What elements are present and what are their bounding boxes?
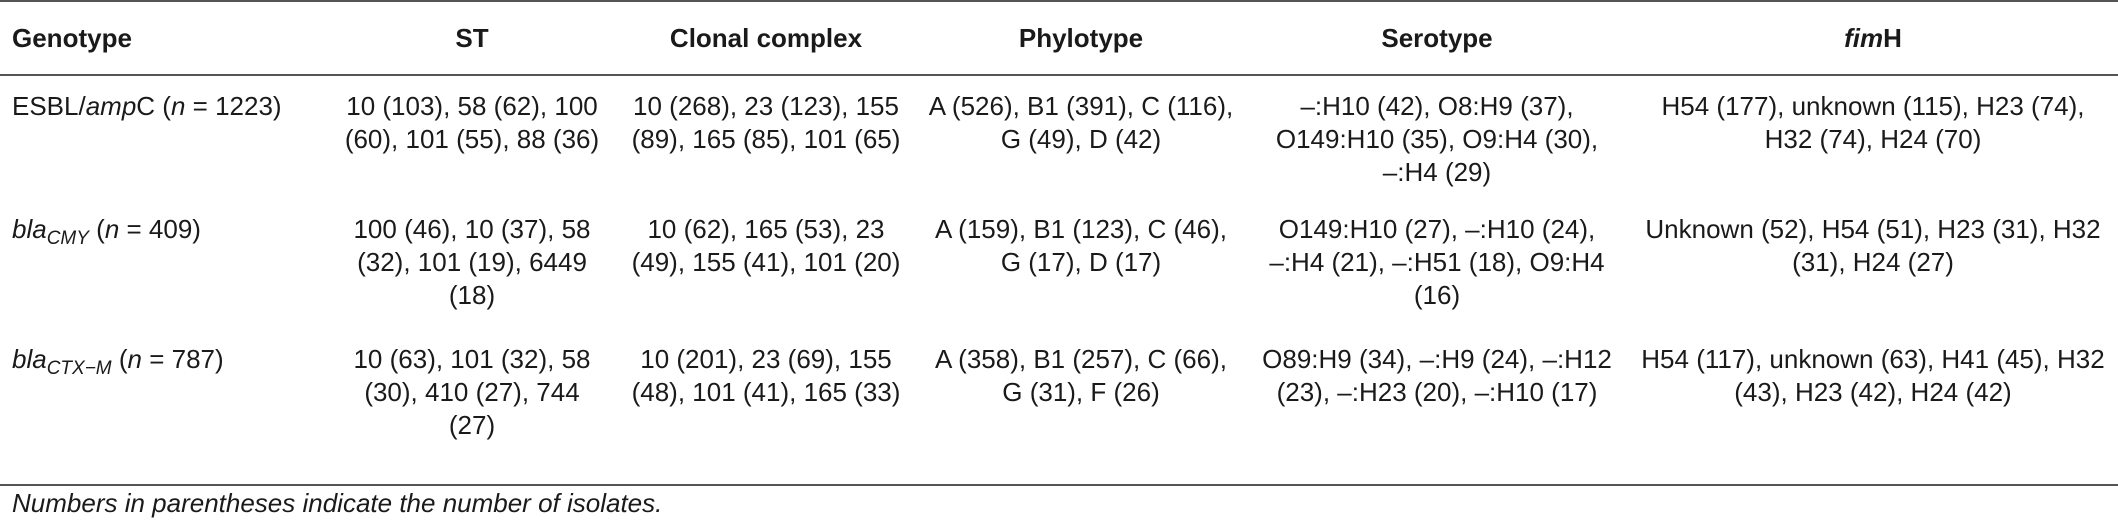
n-label: n: [127, 344, 142, 374]
cell-serotype: O89:H9 (34), –:H9 (24), –:H12 (23), –:H2…: [1246, 329, 1628, 486]
genotype-table: Genotype ST Clonal complex Phylotype Ser…: [0, 0, 2118, 486]
genotype-suffix: (: [88, 214, 105, 244]
table-row: blaCTX−M (n = 787) 10 (63), 101 (32), 58…: [0, 329, 2118, 486]
header-fimh-rest: H: [1883, 22, 1902, 53]
n-value: = 409): [119, 214, 201, 244]
n-value: = 1223): [185, 91, 282, 121]
genotype-subscript: CMY: [46, 228, 89, 249]
cell-serotype: O149:H10 (27), –:H10 (24), –:H4 (21), –:…: [1269, 214, 1605, 310]
header-st: ST: [328, 0, 616, 76]
cell-phylotype: A (159), B1 (123), C (46), G (17), D (17…: [935, 214, 1227, 277]
genotype-suffix: (: [111, 344, 128, 374]
header-serotype: Serotype: [1246, 0, 1628, 76]
genotype-gene: bla: [12, 344, 47, 374]
cell-fimh: Unknown (52), H54 (51), H23 (31), H32 (3…: [1645, 214, 2101, 277]
n-value: = 787): [142, 344, 224, 374]
cell-clonal-complex: 10 (62), 165 (53), 23 (49), 155 (41), 10…: [631, 214, 901, 277]
cell-clonal-complex: 10 (201), 23 (69), 155 (48), 101 (41), 1…: [616, 329, 916, 486]
cell-phylotype: A (526), B1 (391), C (116), G (49), D (4…: [928, 91, 1234, 154]
cell-genotype: blaCTX−M (n = 787): [0, 329, 328, 486]
cell-fimh: H54 (177), unknown (115), H23 (74), H32 …: [1661, 91, 2085, 154]
table-row: blaCMY (n = 409) 100 (46), 10 (37), 58 (…: [0, 199, 2118, 329]
cell-genotype: ESBL/ampC (n = 1223): [0, 75, 328, 199]
genotype-suffix: C (: [136, 91, 171, 121]
header-fimh-italic: fim: [1844, 22, 1884, 53]
cell-clonal-complex: 10 (268), 23 (123), 155 (89), 165 (85), …: [631, 91, 901, 154]
cell-genotype: blaCMY (n = 409): [0, 199, 328, 329]
cell-fimh: H54 (117), unknown (63), H41 (45), H32 (…: [1628, 329, 2118, 486]
header-phylotype: Phylotype: [916, 0, 1246, 76]
table-row: ESBL/ampC (n = 1223) 10 (103), 58 (62), …: [0, 75, 2118, 199]
header-genotype: Genotype: [0, 0, 328, 76]
cell-st: 100 (46), 10 (37), 58 (32), 101 (19), 64…: [353, 214, 591, 310]
table-footnote: Numbers in parentheses indicate the numb…: [12, 488, 663, 518]
cell-serotype: –:H10 (42), O8:H9 (37), O149:H10 (35), O…: [1275, 91, 1599, 187]
genotype-gene: bla: [12, 214, 47, 244]
cell-st: 10 (63), 101 (32), 58 (30), 410 (27), 74…: [328, 329, 616, 486]
cell-st: 10 (103), 58 (62), 100 (60), 101 (55), 8…: [344, 91, 600, 154]
header-row: Genotype ST Clonal complex Phylotype Ser…: [0, 0, 2118, 76]
n-label: n: [104, 214, 120, 244]
cell-phylotype: A (358), B1 (257), C (66), G (31), F (26…: [916, 329, 1246, 486]
header-clonal-complex: Clonal complex: [616, 0, 916, 76]
genotype-gene: amp: [85, 91, 137, 121]
header-fimh: fimH: [1628, 0, 2118, 76]
genotype-subscript: CTX−M: [46, 358, 112, 379]
genotype-prefix: ESBL/: [12, 91, 86, 121]
n-label: n: [170, 91, 186, 121]
